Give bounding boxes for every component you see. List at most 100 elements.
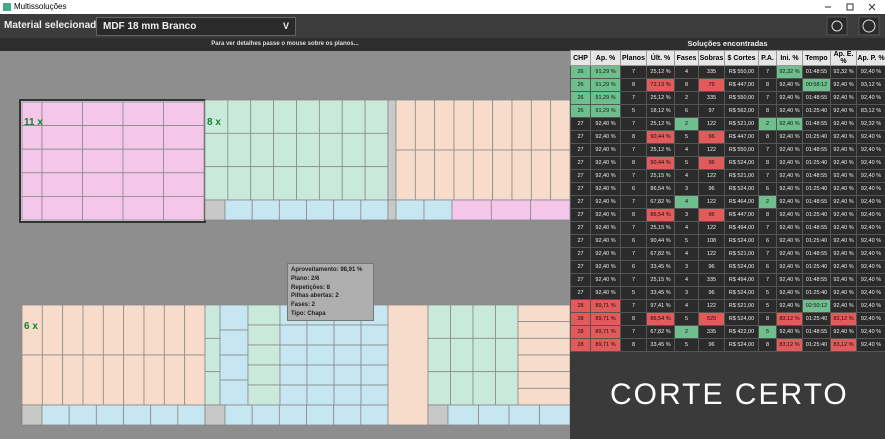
piece <box>447 404 479 426</box>
piece <box>247 304 281 326</box>
column-header[interactable]: CHP <box>570 50 591 66</box>
plan-label: 6 x <box>24 321 38 332</box>
table-cell: 92,40 % <box>830 299 857 313</box>
window-title: Multissoluções <box>14 2 67 11</box>
piece <box>318 132 343 168</box>
solution-row[interactable]: 27 92,40 % 6 90,44 % 5 108 R$ 524,00 6 92,40 % 01… <box>570 234 885 248</box>
piece <box>279 384 308 406</box>
solution-row[interactable]: 27 92,40 % 7 25,12 % 4 122 R$ 550,00 7 92,40 % 01… <box>570 143 885 157</box>
column-header[interactable]: Planos <box>620 50 647 66</box>
solution-row[interactable]: 26 91,29 % 7 25,12 % 4 335 R$ 550,00 7 92,32 % 01… <box>570 65 885 79</box>
piece <box>360 364 389 386</box>
table-cell: 89,71 % <box>590 325 621 339</box>
column-header[interactable]: Últ. % <box>646 50 675 66</box>
piece <box>21 125 43 150</box>
solution-row[interactable]: 27 92,40 % 5 33,45 % 3 96 R$ 524,00 5 92,40 % 01:… <box>570 286 885 300</box>
table-cell: 92,40 % <box>856 286 885 300</box>
solution-row[interactable]: 28 89,71 % 8 33,45 % 5 96 R$ 524,00 8 83,12 % 01:… <box>570 338 885 352</box>
table-cell: R$ 524,00 <box>724 182 759 196</box>
column-header[interactable]: Tempo <box>802 50 831 66</box>
column-header[interactable]: Fases <box>674 50 699 66</box>
column-header[interactable]: Ap. P. % <box>856 50 885 66</box>
dropdown-icon[interactable]: V <box>282 21 289 31</box>
solution-row[interactable]: 27 92,40 % 8 90,44 % 5 96 R$ 447,00 8 92,40 % 01:… <box>570 130 885 144</box>
table-cell: 92,40 % <box>830 273 857 287</box>
piece <box>41 304 64 356</box>
table-cell: R$ 494,00 <box>724 221 759 235</box>
piece <box>21 172 43 197</box>
column-header[interactable]: Ap. % <box>590 50 621 66</box>
table-cell: 97 <box>698 104 725 118</box>
table-cell: 335 <box>698 325 725 339</box>
solution-row[interactable]: 27 92,40 % 7 25,15 % 4 335 R$ 494,00 7 92,40 % 01… <box>570 273 885 287</box>
solution-row[interactable]: 28 89,71 % 7 97,41 % 4 122 R$ 521,00 5 92,40 % 02… <box>570 299 885 313</box>
column-header[interactable]: $ Cortes <box>724 50 759 66</box>
piece <box>451 199 492 221</box>
solution-row[interactable]: 26 91,29 % 7 25,12 % 2 335 R$ 550,00 7 92,40 % 01… <box>570 91 885 105</box>
piece <box>550 99 570 151</box>
toolbar-icons[interactable] <box>825 14 885 38</box>
piece <box>278 199 307 221</box>
piece <box>62 304 84 356</box>
solution-row[interactable]: 27 92,40 % 8 86,54 % 3 96 R$ 447,00 8 92,40 % 01:… <box>570 208 885 222</box>
piece <box>273 132 297 168</box>
piece <box>21 195 43 221</box>
table-cell: 92,40 % <box>590 234 621 248</box>
solution-row[interactable]: 27 92,40 % 7 25,12 % 2 122 R$ 521,00 2 92,40 % 01… <box>570 117 885 131</box>
table-cell: 7 <box>758 91 777 105</box>
solution-row[interactable]: 27 92,40 % 7 25,15 % 4 122 R$ 494,00 7 92,40 % 01… <box>570 221 885 235</box>
solution-row[interactable]: 27 92,40 % 8 90,44 % 5 96 R$ 524,00 8 92,40 % 01:… <box>570 156 885 170</box>
table-cell: 122 <box>698 247 725 261</box>
table-cell: 6 <box>620 260 647 274</box>
material-select[interactable]: MDF 18 mm Branco V <box>96 17 296 36</box>
piece <box>414 149 436 201</box>
table-cell: 01:48:55 <box>802 325 831 339</box>
solution-row[interactable]: 27 92,40 % 6 86,54 % 3 96 R$ 524,00 6 92,40 % 01:… <box>570 182 885 196</box>
table-cell: 28 <box>570 338 591 352</box>
table-cell: 91,29 % <box>590 78 621 92</box>
table-cell: 4 <box>674 221 699 235</box>
solution-row[interactable]: 27 92,40 % 7 67,82 % 4 122 R$ 464,00 2 92,40 % 01… <box>570 195 885 209</box>
table-cell: 92,40 % <box>830 156 857 170</box>
table-cell: 8 <box>620 78 647 92</box>
table-cell: 01:25:40 <box>802 312 831 326</box>
piece <box>177 404 206 426</box>
piece <box>278 404 307 426</box>
table-cell: 4 <box>674 65 699 79</box>
table-cell: 83,12 % <box>776 312 803 326</box>
table-cell: 01:25:40 <box>802 286 831 300</box>
solution-row[interactable]: 27 92,40 % 7 25,15 % 4 122 R$ 521,00 7 92,40 % 01… <box>570 169 885 183</box>
column-header[interactable]: Ap. E. % <box>830 50 857 66</box>
table-cell: 7 <box>620 143 647 157</box>
column-header[interactable]: P.A. <box>758 50 777 66</box>
piece <box>423 199 453 221</box>
solution-row[interactable]: 26 91,29 % 8 72,13 % 8 79 R$ 447,00 8 92,40 % 00:… <box>570 78 885 92</box>
column-header[interactable]: Ini. % <box>776 50 803 66</box>
table-cell: 26 <box>570 104 591 118</box>
table-cell: 92,40 % <box>776 130 803 144</box>
column-header[interactable]: Sobras <box>698 50 725 66</box>
piece <box>247 324 281 346</box>
table-cell: 18,12 % <box>646 104 675 118</box>
title-bar: Multissoluções <box>0 0 885 14</box>
table-cell: 5 <box>758 325 777 339</box>
solution-row[interactable]: 26 91,29 % 5 18,12 % 6 97 R$ 562,00 8 92,40 % 01:… <box>570 104 885 118</box>
table-cell: 89,71 % <box>590 299 621 313</box>
table-cell: 79 <box>698 78 725 92</box>
solution-row[interactable]: 28 89,71 % 8 86,54 % 5 529 R$ 524,00 8 83,12 % 01… <box>570 312 885 326</box>
table-cell: 92,40 % <box>590 286 621 300</box>
table-cell: 27 <box>570 169 591 183</box>
piece <box>495 337 519 373</box>
piece <box>224 199 253 221</box>
table-cell: 27 <box>570 143 591 157</box>
piece <box>530 199 570 221</box>
solution-row[interactable]: 27 92,40 % 6 33,45 % 3 96 R$ 524,00 6 92,40 % 01:… <box>570 260 885 274</box>
material-label: Material selecionado: <box>4 20 106 31</box>
solution-row[interactable]: 27 92,40 % 7 67,82 % 4 122 R$ 521,00 7 92,40 % 01… <box>570 247 885 261</box>
table-cell: 92,40 % <box>856 273 885 287</box>
table-cell: 92,40 % <box>776 169 803 183</box>
solution-row[interactable]: 28 89,71 % 7 67,82 % 2 335 R$ 422,00 5 92,40 % 01… <box>570 325 885 339</box>
table-cell: 92,40 % <box>856 338 885 352</box>
window-controls[interactable] <box>815 0 885 14</box>
piece <box>123 354 145 406</box>
